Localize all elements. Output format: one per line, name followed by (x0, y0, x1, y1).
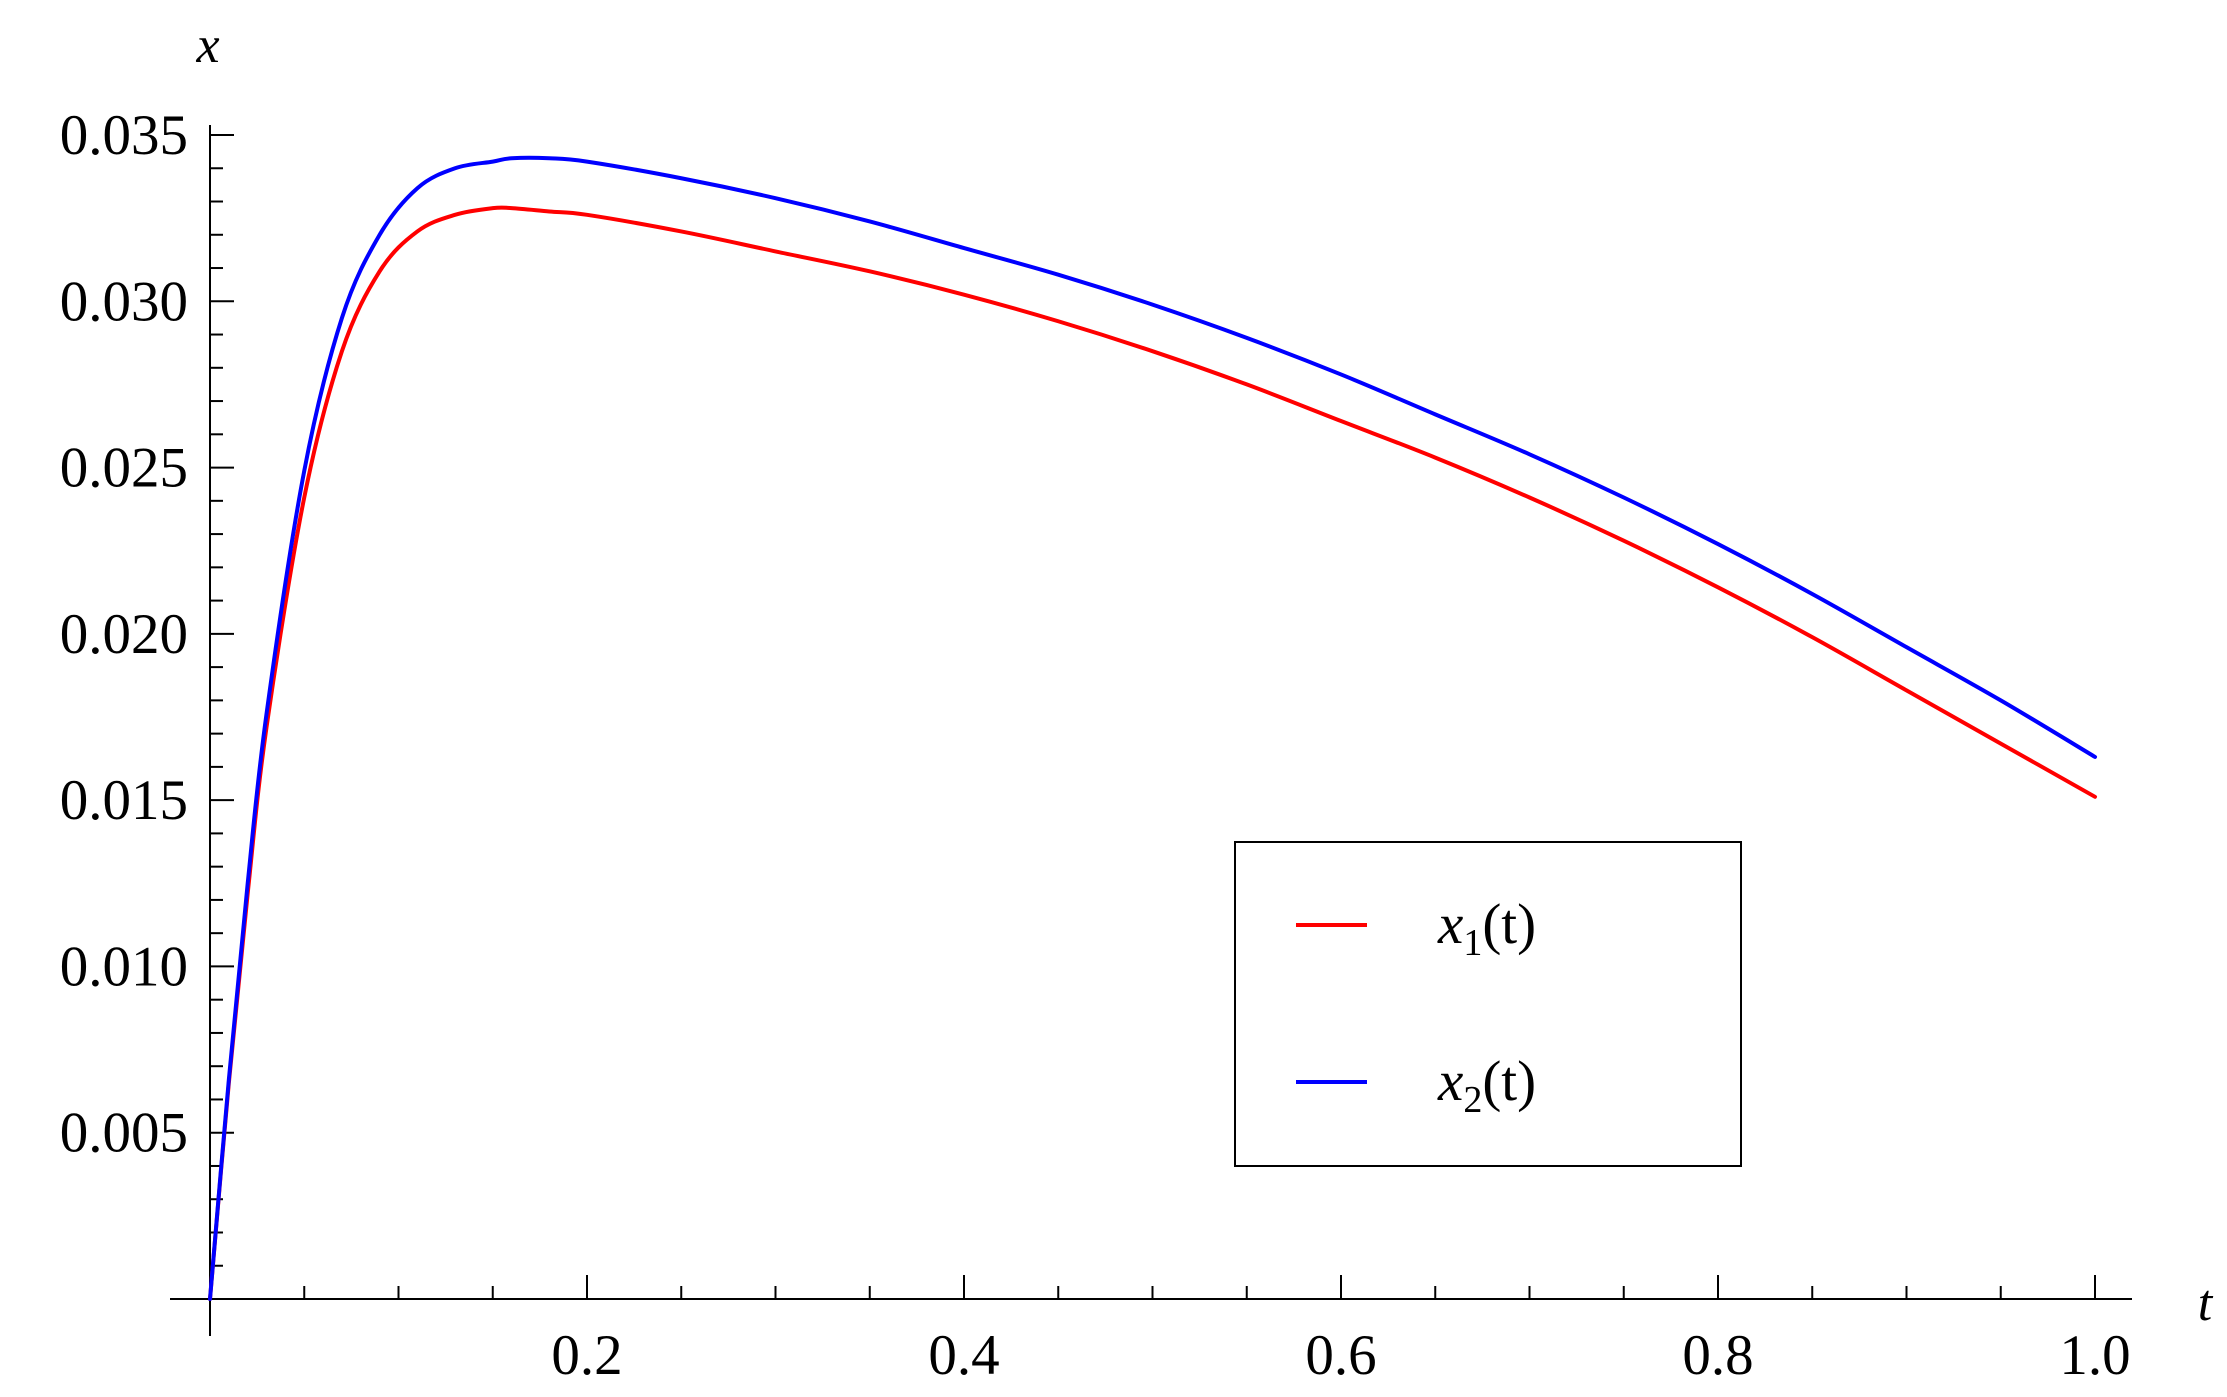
x-tick-label: 0.2 (551, 1324, 622, 1387)
y-axis-ticks: 0.005 0.010 0.015 0.020 0.025 0.030 0.035 (60, 104, 234, 1267)
y-tick-label: 0.010 (60, 935, 188, 998)
x-tick-label: 0.8 (1682, 1324, 1753, 1387)
series-lines (208, 155, 2097, 1301)
series-line-2 (208, 155, 2097, 1301)
legend-items: x1(t) x2(t) (1296, 893, 1536, 1121)
legend-box (1234, 841, 1742, 1167)
legend-label-2: x2(t) (1437, 1050, 1536, 1121)
y-tick-label: 0.035 (60, 104, 188, 167)
y-tick-label: 0.020 (60, 603, 188, 666)
x-tick-label: 0.4 (928, 1324, 999, 1387)
axes: 0.2 0.4 0.6 0.8 1.0 0.005 0.010 0.015 0.020 0.02… (60, 17, 2214, 1387)
y-axis-label: x (195, 17, 219, 74)
x-tick-label: 1.0 (2059, 1324, 2130, 1387)
y-tick-label: 0.005 (60, 1102, 188, 1165)
y-tick-label: 0.030 (60, 270, 188, 333)
series-line-1 (208, 205, 2097, 1301)
x-tick-label: 0.6 (1305, 1324, 1376, 1387)
legend: x1(t) x2(t) (1234, 841, 1742, 1167)
y-tick-label: 0.015 (60, 769, 188, 832)
x-axis-ticks: 0.2 0.4 0.6 0.8 1.0 (303, 1275, 2131, 1387)
legend-label-1: x1(t) (1437, 893, 1536, 964)
x-axis-label: t (2198, 1275, 2214, 1332)
y-tick-label: 0.025 (60, 437, 188, 500)
